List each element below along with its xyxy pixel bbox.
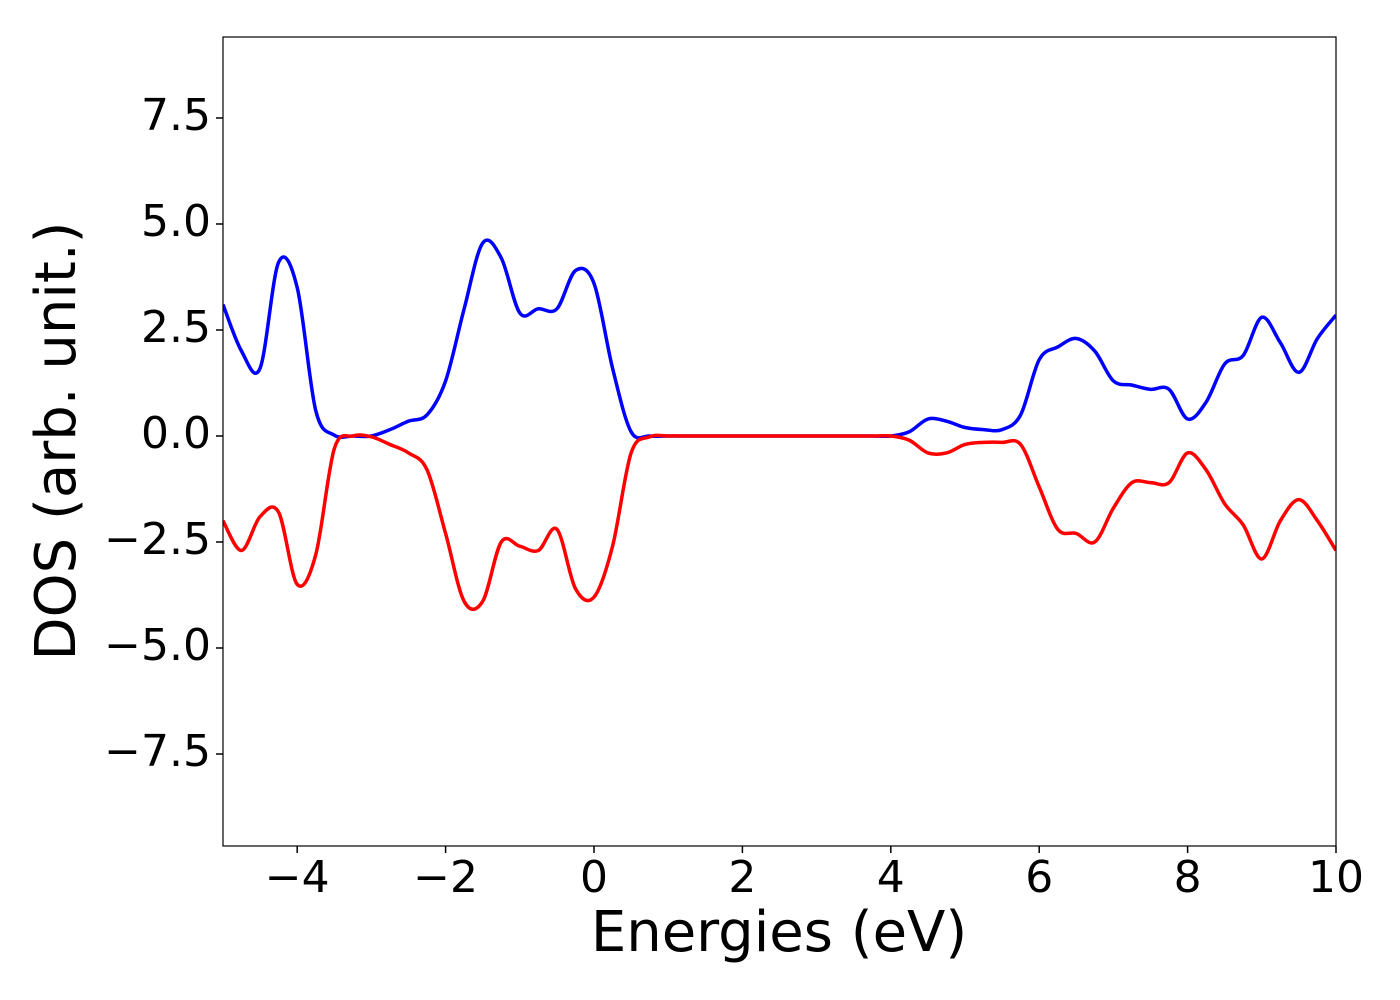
- x-axis-label: Energies (eV): [591, 900, 967, 965]
- y-axis-label: DOS (arb. unit.): [24, 221, 89, 660]
- y-tick-label: −5.0: [104, 620, 211, 671]
- x-tick-label: 4: [877, 852, 905, 903]
- y-tick-label: 5.0: [141, 196, 211, 247]
- series-line: [223, 433, 1336, 612]
- x-tick-label: −4: [265, 852, 330, 903]
- y-tick-label: 2.5: [141, 302, 211, 353]
- y-tick-label: 7.5: [141, 90, 211, 141]
- x-tick-label: 0: [580, 852, 608, 903]
- series-line: [223, 238, 1336, 440]
- y-tick-label: 0.0: [141, 408, 211, 459]
- x-tick-label: 2: [728, 852, 756, 903]
- x-tick-label: 6: [1025, 852, 1053, 903]
- y-tick-label: −2.5: [104, 514, 211, 565]
- y-tick-label: −7.5: [104, 726, 211, 777]
- x-tick-label: 8: [1174, 852, 1202, 903]
- plot-frame: [222, 36, 1337, 847]
- x-tick-label: 10: [1308, 852, 1364, 903]
- x-tick-label: −2: [413, 852, 478, 903]
